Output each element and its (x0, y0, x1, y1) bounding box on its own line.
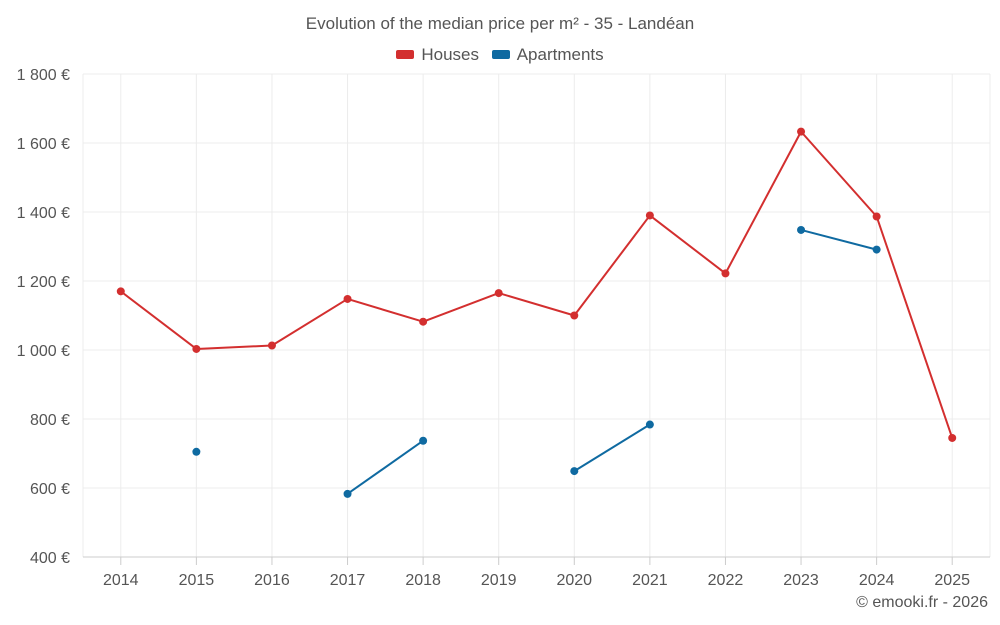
series-line-apartments (800, 228, 877, 251)
y-tick-label: 400 € (30, 550, 70, 567)
series-line-apartments (573, 423, 651, 472)
data-point-houses (872, 212, 881, 221)
x-tick-label: 2017 (330, 572, 366, 589)
legend-item-houses[interactable]: Houses (396, 45, 479, 65)
data-point-houses (343, 294, 352, 303)
data-point-houses (570, 311, 579, 320)
y-tick-label: 600 € (30, 481, 70, 498)
x-tick-label: 2021 (632, 572, 668, 589)
data-point-apartments (797, 225, 806, 234)
x-tick-label: 2019 (481, 572, 517, 589)
data-point-houses (721, 269, 730, 278)
y-tick-label: 1 000 € (17, 343, 70, 360)
data-point-apartments (645, 420, 654, 429)
y-tick-label: 1 400 € (17, 205, 70, 222)
legend-item-apartments[interactable]: Apartments (491, 44, 604, 65)
x-tick-label: 2018 (405, 572, 441, 589)
data-point-apartments (343, 489, 352, 498)
y-tick-label: 800 € (30, 412, 70, 429)
x-tick-label: 2023 (783, 572, 819, 589)
legend-swatch-apartments (491, 50, 510, 59)
data-point-houses (797, 127, 806, 136)
x-tick-label: 2025 (934, 572, 970, 589)
data-point-apartments (419, 436, 428, 445)
data-point-houses (192, 344, 201, 353)
x-tick-label: 2024 (859, 572, 895, 589)
x-tick-label: 2016 (254, 572, 290, 589)
legend-swatch-houses (396, 50, 415, 59)
y-tick-label: 1 200 € (17, 274, 70, 291)
chart-title: Evolution of the median price per m² - 3… (305, 14, 695, 33)
x-tick-label: 2022 (708, 572, 744, 589)
series-line-apartments (346, 439, 424, 495)
legend-label-apartments: Apartments (516, 44, 604, 64)
x-tick-label: 2015 (179, 572, 215, 589)
chart-legend: Houses Apartments (0, 44, 1000, 65)
data-point-apartments (872, 245, 881, 254)
data-point-houses (419, 317, 428, 326)
x-tick-label: 2014 (103, 572, 139, 589)
x-tick-label: 2020 (556, 572, 592, 589)
data-point-houses (645, 211, 654, 220)
copyright-text: © emooki.fr - 2026 (856, 594, 988, 611)
y-tick-label: 1 600 € (17, 136, 70, 153)
data-point-houses (116, 287, 125, 296)
y-tick-label: 1 800 € (17, 67, 70, 84)
data-point-apartments (570, 467, 579, 476)
data-point-houses (267, 341, 276, 350)
legend-label-houses: Houses (421, 44, 479, 64)
data-point-houses (494, 289, 503, 298)
data-point-houses (948, 433, 957, 442)
data-point-apartments (192, 447, 201, 456)
series-line-houses (120, 130, 954, 439)
